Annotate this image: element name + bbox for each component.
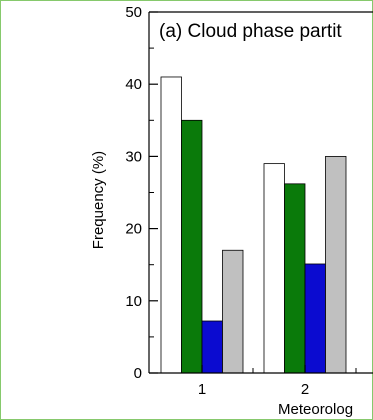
- y-tick-label: 10: [125, 293, 142, 310]
- y-ticks-group: 0 10 20 30 40 50: [125, 4, 158, 382]
- x-axis-label: Meteorolog: [278, 401, 353, 418]
- bar: [181, 119, 203, 374]
- bars-group: [160, 76, 347, 374]
- bar: [304, 263, 326, 374]
- bar: [222, 249, 244, 374]
- x-tick-label: 2: [301, 381, 309, 398]
- bar: [160, 76, 182, 374]
- y-tick-label: 40: [125, 76, 142, 93]
- y-tick-label: 0: [134, 365, 142, 382]
- bar: [201, 320, 223, 374]
- y-tick-label: 50: [125, 4, 142, 21]
- bar: [325, 155, 347, 374]
- y-tick-label: 20: [125, 221, 142, 238]
- y-axis-label: Frequency (%): [90, 151, 107, 249]
- y-tick-label: 30: [125, 148, 142, 165]
- bar: [263, 163, 285, 374]
- bar: [284, 183, 306, 374]
- chart-title: (a) Cloud phase partit: [159, 21, 342, 42]
- x-tick-label: 1: [198, 381, 206, 398]
